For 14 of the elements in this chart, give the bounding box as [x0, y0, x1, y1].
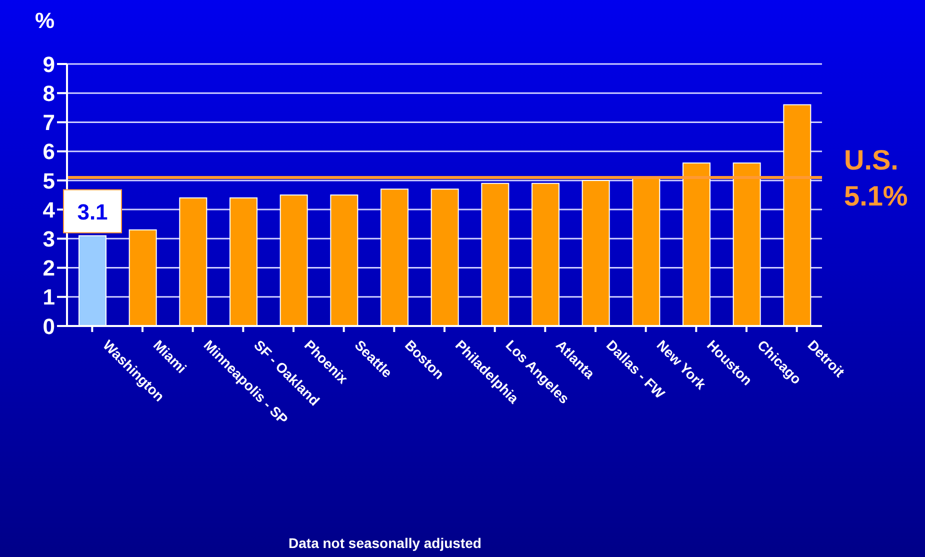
y-tick-label: 3: [42, 226, 55, 252]
y-tick-label: 4: [42, 197, 56, 222]
y-tick-label: 9: [42, 52, 55, 77]
data-label: 3.1: [77, 199, 108, 224]
y-tick-label: 0: [42, 314, 55, 339]
ref-line-label: U.S. 5.1%: [844, 144, 908, 212]
y-tick-label: 2: [42, 256, 55, 281]
y-axis-title: %: [35, 8, 55, 34]
y-tick-label: 1: [42, 284, 55, 310]
text: Data not seasonally adjusted: [288, 535, 482, 551]
y-tick-label: 7: [42, 110, 55, 136]
y-tick-label: 8: [42, 80, 55, 106]
y-tick-label: 6: [42, 139, 55, 164]
y-tick-label: 5: [42, 168, 55, 194]
